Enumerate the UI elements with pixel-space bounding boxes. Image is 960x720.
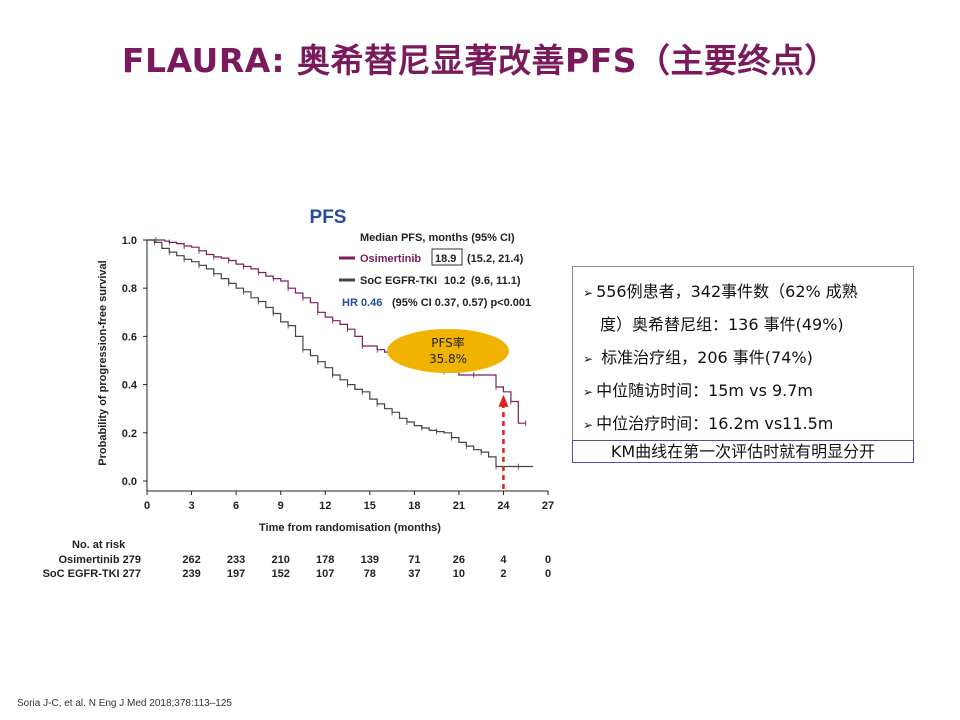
- risk-cell: 233: [227, 554, 245, 566]
- x-tick-label: 15: [364, 500, 376, 512]
- y-tick-label: 0.2: [122, 428, 137, 440]
- summary-line-3: ➢ 标准治疗组，206 事件(74%): [583, 344, 813, 368]
- legend-ci-osimertinib: (15.2, 21.4): [467, 253, 524, 265]
- risk-cell: 0: [545, 554, 551, 566]
- summary-box: ➢ 556例患者，342事件数（62% 成熟 度）奥希替尼组：136 事件(49%…: [572, 266, 914, 463]
- arrow-bullet-icon: ➢: [583, 352, 594, 366]
- y-axis-label: Probability of progression-free survival: [97, 260, 109, 465]
- annotation: PFS率 35.8%: [387, 329, 509, 489]
- risk-cell: 10: [453, 568, 465, 580]
- legend: Median PFS, months (95% CI) Osimertinib …: [339, 232, 531, 309]
- risk-cell: 262: [182, 554, 200, 566]
- risk-cell: 4: [500, 554, 507, 566]
- risk-cell: 2: [500, 568, 506, 580]
- risk-cell: 178: [316, 554, 334, 566]
- summary-text: 556例患者，342事件数（62% 成熟: [596, 282, 858, 301]
- y-tick-label: 0.6: [122, 331, 137, 343]
- x-tick-label: 18: [408, 500, 420, 512]
- risk-cell: 197: [227, 568, 245, 580]
- x-tick-label: 21: [453, 500, 465, 512]
- risk-row-label: Osimertinib 279: [58, 554, 141, 566]
- risk-cell: 210: [271, 554, 289, 566]
- risk-cell: 152: [271, 568, 289, 580]
- legend-median-osimertinib: 18.9: [435, 253, 456, 265]
- citation: Soria J-C, et al. N Eng J Med 2018;378:1…: [17, 698, 232, 709]
- x-tick-label: 27: [542, 500, 554, 512]
- x-tick-label: 24: [497, 500, 510, 512]
- y-tick-label: 0.4: [122, 380, 138, 392]
- risk-cell: 107: [316, 568, 334, 580]
- hr-detail: (95% CI 0.37, 0.57) p<0.001: [392, 297, 531, 309]
- y-tick-label: 0.0: [122, 476, 137, 488]
- risk-cell: 71: [408, 554, 420, 566]
- risk-cell: 0: [545, 568, 551, 580]
- x-tick-label: 9: [278, 500, 284, 512]
- pfs-rate-value: 35.8%: [429, 352, 467, 366]
- risk-cell: 78: [364, 568, 376, 580]
- median-highlight-box: [431, 248, 463, 266]
- summary-line-2: 度）奥希替尼组：136 事件(49%): [600, 311, 844, 335]
- summary-conclusion: KM曲线在第一次评估时就有明显分开: [572, 440, 914, 463]
- x-tick-label: 12: [319, 500, 331, 512]
- arrow-bullet-icon: ➢: [583, 385, 594, 399]
- x-tick-label: 3: [188, 500, 194, 512]
- risk-row-label: SoC EGFR-TKI 277: [43, 568, 141, 580]
- soc-curve: [147, 239, 534, 468]
- x-tick-label: 0: [144, 500, 150, 512]
- x-tick-label: 6: [233, 500, 239, 512]
- summary-text: 标准治疗组，206 事件(74%): [601, 348, 813, 367]
- slide-title: FLAURA: 奥希替尼显著改善PFS（主要终点）: [121, 41, 839, 80]
- x-axis-label: Time from randomisation (months): [259, 522, 441, 534]
- risk-table-header: No. at risk: [72, 539, 126, 551]
- risk-cell: 37: [408, 568, 420, 580]
- legend-label-soc: SoC EGFR-TKI: [360, 275, 437, 287]
- arrow-bullet-icon: ➢: [583, 286, 594, 300]
- risk-cell: 26: [453, 554, 465, 566]
- summary-text: 中位随访时间：15m vs 9.7m: [596, 381, 814, 400]
- y-tick-label: 1.0: [122, 235, 137, 247]
- summary-text: 度）奥希替尼组：136 事件(49%): [600, 315, 844, 334]
- legend-median-soc: 10.2: [444, 275, 465, 287]
- legend-label-osimertinib: Osimertinib: [360, 253, 421, 265]
- summary-text: 中位治疗时间：16.2m vs11.5m: [596, 414, 834, 433]
- pfs-rate-label: PFS率: [431, 335, 465, 350]
- chart-title: PFS: [310, 207, 347, 228]
- risk-cell: 139: [361, 554, 379, 566]
- legend-header: Median PFS, months (95% CI): [360, 232, 515, 244]
- summary-line-4: ➢ 中位随访时间：15m vs 9.7m: [583, 377, 813, 401]
- legend-ci-soc: (9.6, 11.1): [471, 275, 521, 287]
- axes: 0 3 6 9 12 15 18 21 24 27 0.0 0.2 0.4 0.6 0.8 1.0: [122, 235, 554, 512]
- hr-label: HR 0.46: [342, 297, 382, 309]
- arrow-head-icon: [498, 394, 509, 407]
- risk-cell: 239: [182, 568, 200, 580]
- arrow-bullet-icon: ➢: [583, 418, 594, 432]
- summary-line-1: ➢ 556例患者，342事件数（62% 成熟: [583, 278, 858, 302]
- y-tick-label: 0.8: [122, 283, 137, 295]
- summary-line-5: ➢ 中位治疗时间：16.2m vs11.5m: [583, 410, 833, 434]
- pfs-rate-bubble: [387, 329, 509, 373]
